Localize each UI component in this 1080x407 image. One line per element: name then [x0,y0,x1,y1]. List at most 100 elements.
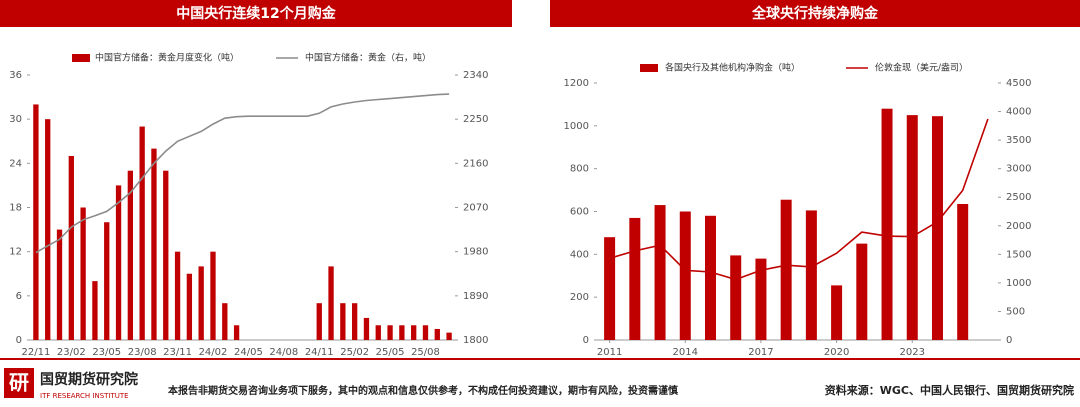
y2-tick-label: 0 [1006,335,1012,346]
y2-tick-label: 1000 [1006,278,1031,289]
y2-tick-label: 500 [1006,306,1025,317]
bar [399,325,405,340]
x-tick-label: 23/02 [57,347,86,358]
y-tick-label: 36 [9,70,22,81]
legend-label: 各国央行及其他机构净购金（吨） [665,62,800,74]
bar [68,155,74,340]
header-bar [550,0,1080,27]
y-tick-label: 1000 [564,121,589,132]
bar [679,211,691,340]
bar [363,317,370,340]
x-tick-label: 25/05 [376,347,405,358]
bar [186,273,193,340]
x-tick-label: 2020 [824,347,849,358]
y2-tick-label: 1800 [463,335,488,346]
x-tick-label: 2014 [673,347,698,358]
logo-box [4,368,34,398]
x-tick-label: 22/11 [21,347,50,358]
bar [222,303,228,340]
y-tick-label: 200 [570,292,589,303]
bar [906,115,918,340]
y2-tick-label: 4500 [1006,78,1031,89]
line [35,93,450,254]
legend-label: 中国官方储备：黄金月度变化（吨） [95,52,239,64]
bar [654,205,666,340]
bar [163,170,169,340]
divider [0,358,1080,360]
bar [210,251,216,340]
y2-tick-label: 3500 [1006,135,1031,146]
y-tick-label: 12 [9,247,22,258]
y-tick-label: 1200 [564,78,589,89]
bar [198,266,204,340]
x-tick-label: 24/05 [234,347,263,358]
y2-tick-label: 4000 [1006,107,1031,118]
bar [115,185,122,340]
y2-tick-label: 3000 [1006,164,1031,175]
bar [139,126,145,341]
y-tick-label: 600 [570,207,589,218]
org-name: 国贸期货研究院 [40,371,138,388]
bar [33,104,39,340]
y2-tick-label: 1980 [463,247,488,258]
x-tick-label: 23/08 [128,347,157,358]
bar [375,325,381,340]
y-tick-label: 30 [9,114,22,125]
x-tick-label: 2011 [597,347,622,358]
y2-tick-label: 2070 [463,203,488,214]
bar [805,210,817,340]
x-tick-label: 24/11 [305,347,334,358]
bar [316,303,322,340]
bar [56,229,63,340]
y2-tick-label: 1500 [1006,249,1031,260]
y-tick-label: 6 [16,291,22,302]
bar [629,217,641,340]
x-tick-label: 25/02 [340,347,369,358]
legend-swatch [640,64,658,72]
x-tick-label: 23/11 [163,347,192,358]
x-tick-label: 25/08 [411,347,440,358]
bar [704,215,716,340]
bar [831,285,843,340]
x-tick-label: 24/08 [269,347,298,358]
bar [856,243,868,340]
bar [957,204,969,340]
bar [104,222,110,340]
bar [422,325,429,340]
source: 资料来源：WGC、中国人民银行、国贸期货研究院 [825,383,1074,397]
bar [340,303,346,340]
y-tick-label: 18 [9,203,22,214]
y-tick-label: 800 [570,164,589,175]
header-bar [0,0,512,27]
bar [174,251,181,340]
x-tick-label: 23/05 [92,347,121,358]
bar [931,116,943,340]
y2-tick-label: 2500 [1006,192,1031,203]
bar [151,148,157,340]
chart-title: 全球央行持续净购金 [751,5,879,22]
bar [730,255,742,340]
line [609,118,989,281]
x-tick-label: 24/02 [199,347,228,358]
org-name-en: ITF RESEARCH INSTITUTE [40,392,129,400]
legend-label: 伦敦金现（美元/盎司） [875,62,968,74]
bar [755,258,767,340]
bar [446,332,452,340]
y2-tick-label: 2250 [463,114,488,125]
legend-label: 中国官方储备：黄金（右，吨） [305,52,431,64]
x-tick-label: 2017 [748,347,773,358]
y-tick-label: 400 [570,249,589,260]
y-tick-label: 0 [583,335,589,346]
logo: 研 [9,371,29,395]
bar [45,119,51,341]
y-tick-label: 24 [9,158,22,169]
bar [80,207,86,340]
y2-tick-label: 2160 [463,158,488,169]
bar [127,170,134,340]
y2-tick-label: 2000 [1006,221,1031,232]
bar [387,325,393,340]
bar [328,266,334,340]
bar [92,281,98,340]
bar [351,303,358,340]
